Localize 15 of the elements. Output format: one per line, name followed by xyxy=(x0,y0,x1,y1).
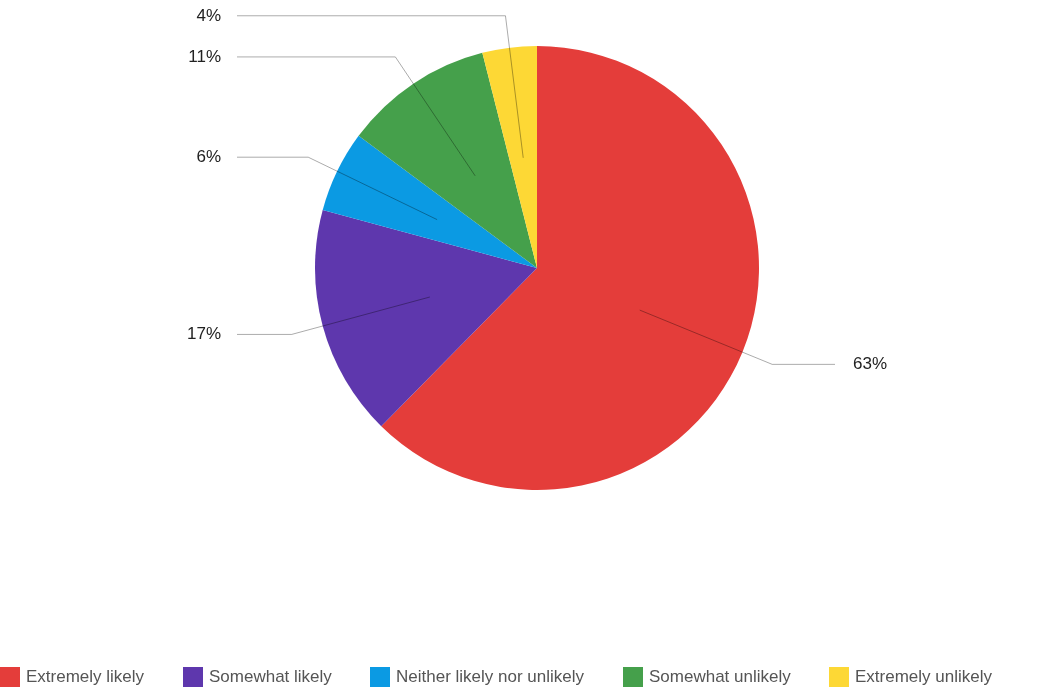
data-label: 63% xyxy=(853,354,888,374)
legend-label: Somewhat likely xyxy=(209,667,333,686)
pie-slice xyxy=(482,46,537,268)
pie-slice xyxy=(381,46,759,490)
legend-label: Neither likely nor unlikely xyxy=(396,667,585,686)
legend-label: Extremely likely xyxy=(26,667,145,686)
legend-label: Extremely unlikely xyxy=(855,667,993,686)
pie-slice xyxy=(315,209,537,427)
pie-slice xyxy=(358,52,537,268)
data-label: 11% xyxy=(188,46,221,66)
data-label: 17% xyxy=(186,324,221,344)
legend-label: Somewhat unlikely xyxy=(649,667,792,686)
data-label: 4% xyxy=(196,5,221,25)
pie-slice xyxy=(322,135,537,268)
data-label: 6% xyxy=(196,147,221,167)
